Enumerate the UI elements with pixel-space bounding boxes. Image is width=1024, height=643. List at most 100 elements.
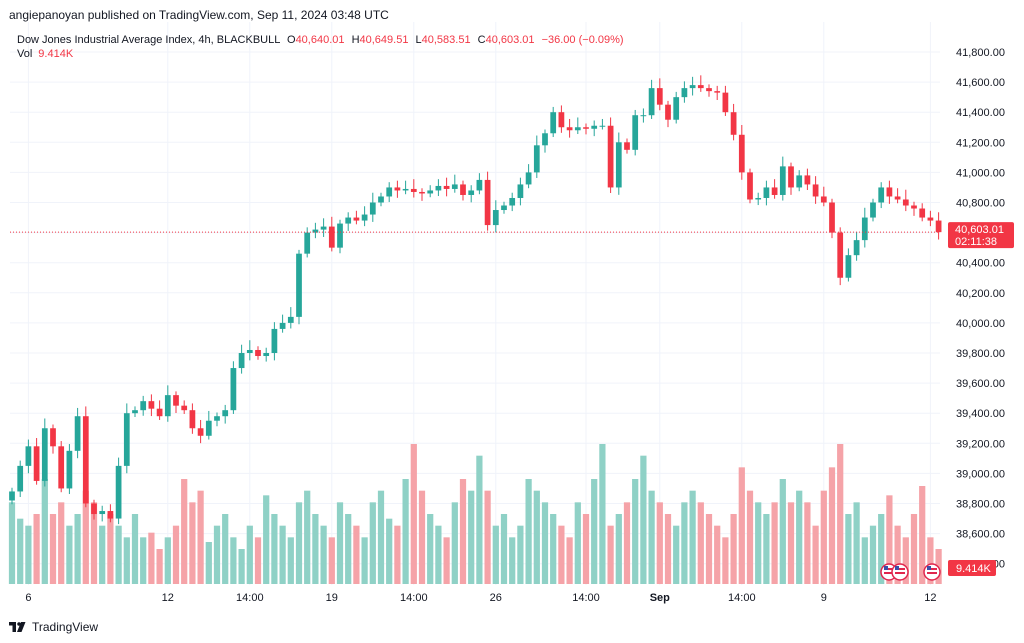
volume-bar — [58, 502, 65, 584]
flag-canton — [884, 566, 888, 570]
close-label: C — [477, 34, 486, 46]
time-tick-label: 19 — [326, 592, 338, 604]
volume-tag — [948, 560, 996, 576]
volume-bar — [755, 502, 762, 584]
symbol-description[interactable]: Dow Jones Industrial Average Index, 4h, … — [17, 34, 280, 46]
flag-stripe — [927, 568, 937, 570]
candle-body — [558, 112, 565, 128]
volume-bar — [468, 490, 475, 584]
candle-body — [214, 416, 220, 421]
candle-body — [58, 446, 65, 489]
candle-body — [812, 184, 819, 197]
candle-body — [279, 322, 286, 329]
volume-bar — [894, 525, 901, 584]
candle-body — [615, 142, 622, 188]
volume-bar — [369, 502, 376, 584]
candle-body — [189, 410, 196, 429]
candle-body — [927, 217, 934, 221]
candle-body — [82, 416, 89, 504]
volume-label[interactable]: Vol — [17, 48, 33, 60]
price-tick-label: 39,800.00 — [956, 348, 1005, 360]
candle-body — [386, 187, 393, 197]
candlesticks — [9, 75, 942, 525]
candle-body — [853, 240, 860, 256]
publisher-line: angiepanoyan published on TradingView.co… — [9, 8, 389, 22]
candle-body — [673, 97, 680, 120]
candle-body — [779, 166, 786, 195]
change-value: −36.00 (−0.09%) — [541, 34, 624, 46]
volume-bar — [254, 537, 262, 584]
candle-body — [476, 179, 483, 191]
candle-body — [222, 410, 229, 417]
candle-body — [345, 217, 352, 224]
volume-bar — [427, 514, 434, 584]
volume-bar — [500, 514, 508, 584]
price-tick-label: 38,600.00 — [956, 529, 1005, 541]
candle-body — [410, 188, 417, 192]
price-tick-label: 38,800.00 — [956, 499, 1005, 511]
volume-bar — [787, 502, 795, 584]
candle-body — [509, 197, 516, 206]
candle-body — [501, 205, 507, 211]
candle-body — [624, 142, 630, 150]
time-tick-label: 9 — [821, 592, 827, 604]
candle-body — [107, 511, 114, 519]
volume-bar — [517, 525, 524, 584]
candle-body — [804, 175, 811, 185]
price-tick-label: 41,800.00 — [956, 47, 1005, 59]
candle-body — [394, 187, 401, 191]
candle-body — [9, 491, 15, 501]
volume-bar — [386, 518, 393, 584]
tradingview-logo-icon — [9, 622, 26, 632]
volume-bar — [574, 502, 581, 584]
flag-canton — [895, 566, 899, 570]
volume-bar — [345, 514, 352, 584]
candle-body — [402, 188, 409, 191]
time-tick-label: Sep — [650, 592, 670, 604]
volume-bar — [320, 525, 327, 584]
high-value: 40,649.51 — [359, 34, 409, 46]
candle-body — [706, 88, 712, 92]
candle-body — [369, 202, 376, 215]
candle-body — [714, 91, 721, 93]
volume-bar — [681, 502, 688, 584]
candle-body — [173, 395, 179, 406]
footer-brand[interactable]: TradingView — [9, 620, 98, 634]
volume-bar — [459, 479, 467, 584]
volume-bar — [492, 525, 499, 584]
candle-body — [50, 428, 56, 447]
candle-body — [689, 85, 696, 89]
candle-body — [451, 184, 458, 189]
candle-body — [788, 166, 794, 188]
volume-bar — [730, 514, 737, 584]
candle-body — [17, 465, 24, 492]
volume-bar — [90, 502, 98, 584]
price-tick-label: 40,200.00 — [956, 288, 1005, 300]
candle-body — [583, 127, 589, 129]
brand-name: TradingView — [32, 620, 99, 634]
candle-body — [33, 446, 40, 481]
volume-bar — [172, 525, 180, 584]
volume-bar — [615, 514, 622, 584]
time-tick-label: 14:00 — [236, 592, 264, 604]
volume-bar — [861, 537, 868, 584]
candle-body — [427, 190, 434, 194]
volume-bar — [189, 502, 196, 584]
volume-bar — [550, 514, 557, 584]
volume-bar — [845, 514, 852, 584]
volume-bar — [656, 502, 663, 584]
volume-bar — [738, 467, 745, 584]
volume-bar — [353, 525, 360, 584]
volume-bar — [689, 490, 696, 584]
volume-bar — [148, 532, 155, 584]
volume-bar — [295, 502, 303, 584]
volume-bar — [312, 514, 319, 584]
candle-body — [574, 127, 581, 131]
volume-bar — [558, 525, 565, 584]
flag-canton — [927, 566, 931, 570]
candle-body — [132, 410, 138, 414]
volume-bar — [279, 525, 286, 584]
price-tick-label: 41,200.00 — [956, 137, 1005, 149]
candle-body — [648, 88, 655, 116]
